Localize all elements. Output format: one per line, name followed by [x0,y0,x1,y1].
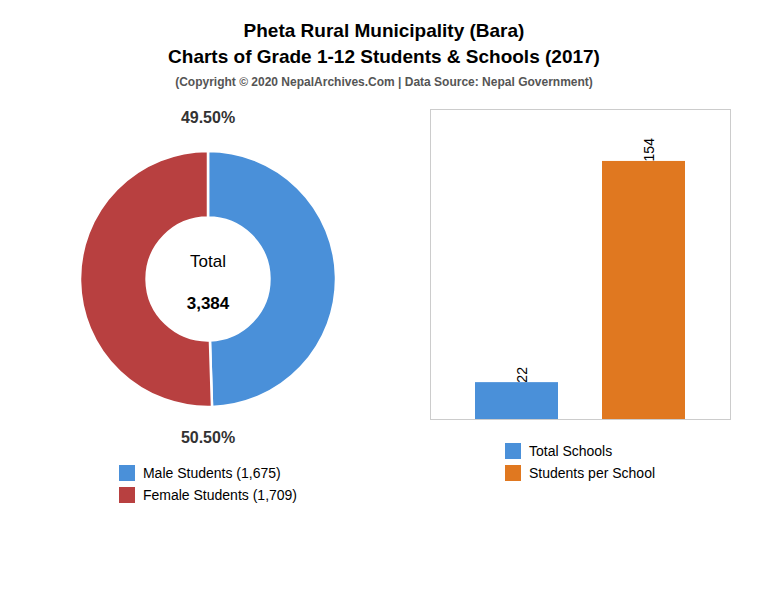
html-text:Total Schools: Total Schools [529,443,613,460]
svg-text:154: 154 [641,138,657,162]
svg-text:49.50%: 49.50% [181,110,235,127]
html-text:Male Students (1,675): Male Students (1,675) [143,465,281,482]
html-text:Pheta Rural Municipality (Bara: Pheta Rural Municipality (Bara) [243,20,525,41]
svg-text:22: 22 [514,367,530,383]
svg-text:3,384: 3,384 [187,294,230,313]
html-text:(Copyright © 2020 NepalArchive: (Copyright © 2020 NepalArchives.Com | Da… [175,75,593,90]
html-text:Charts of Grade 1-12 Students: Charts of Grade 1-12 Students & Schools … [168,45,600,67]
svg-text:Total: Total [190,252,226,271]
html-text:Female Students (1,709): Female Students (1,709) [143,487,297,504]
html-text:Students per School: Students per School [529,465,655,482]
svg-text:50.50%: 50.50% [181,430,235,447]
